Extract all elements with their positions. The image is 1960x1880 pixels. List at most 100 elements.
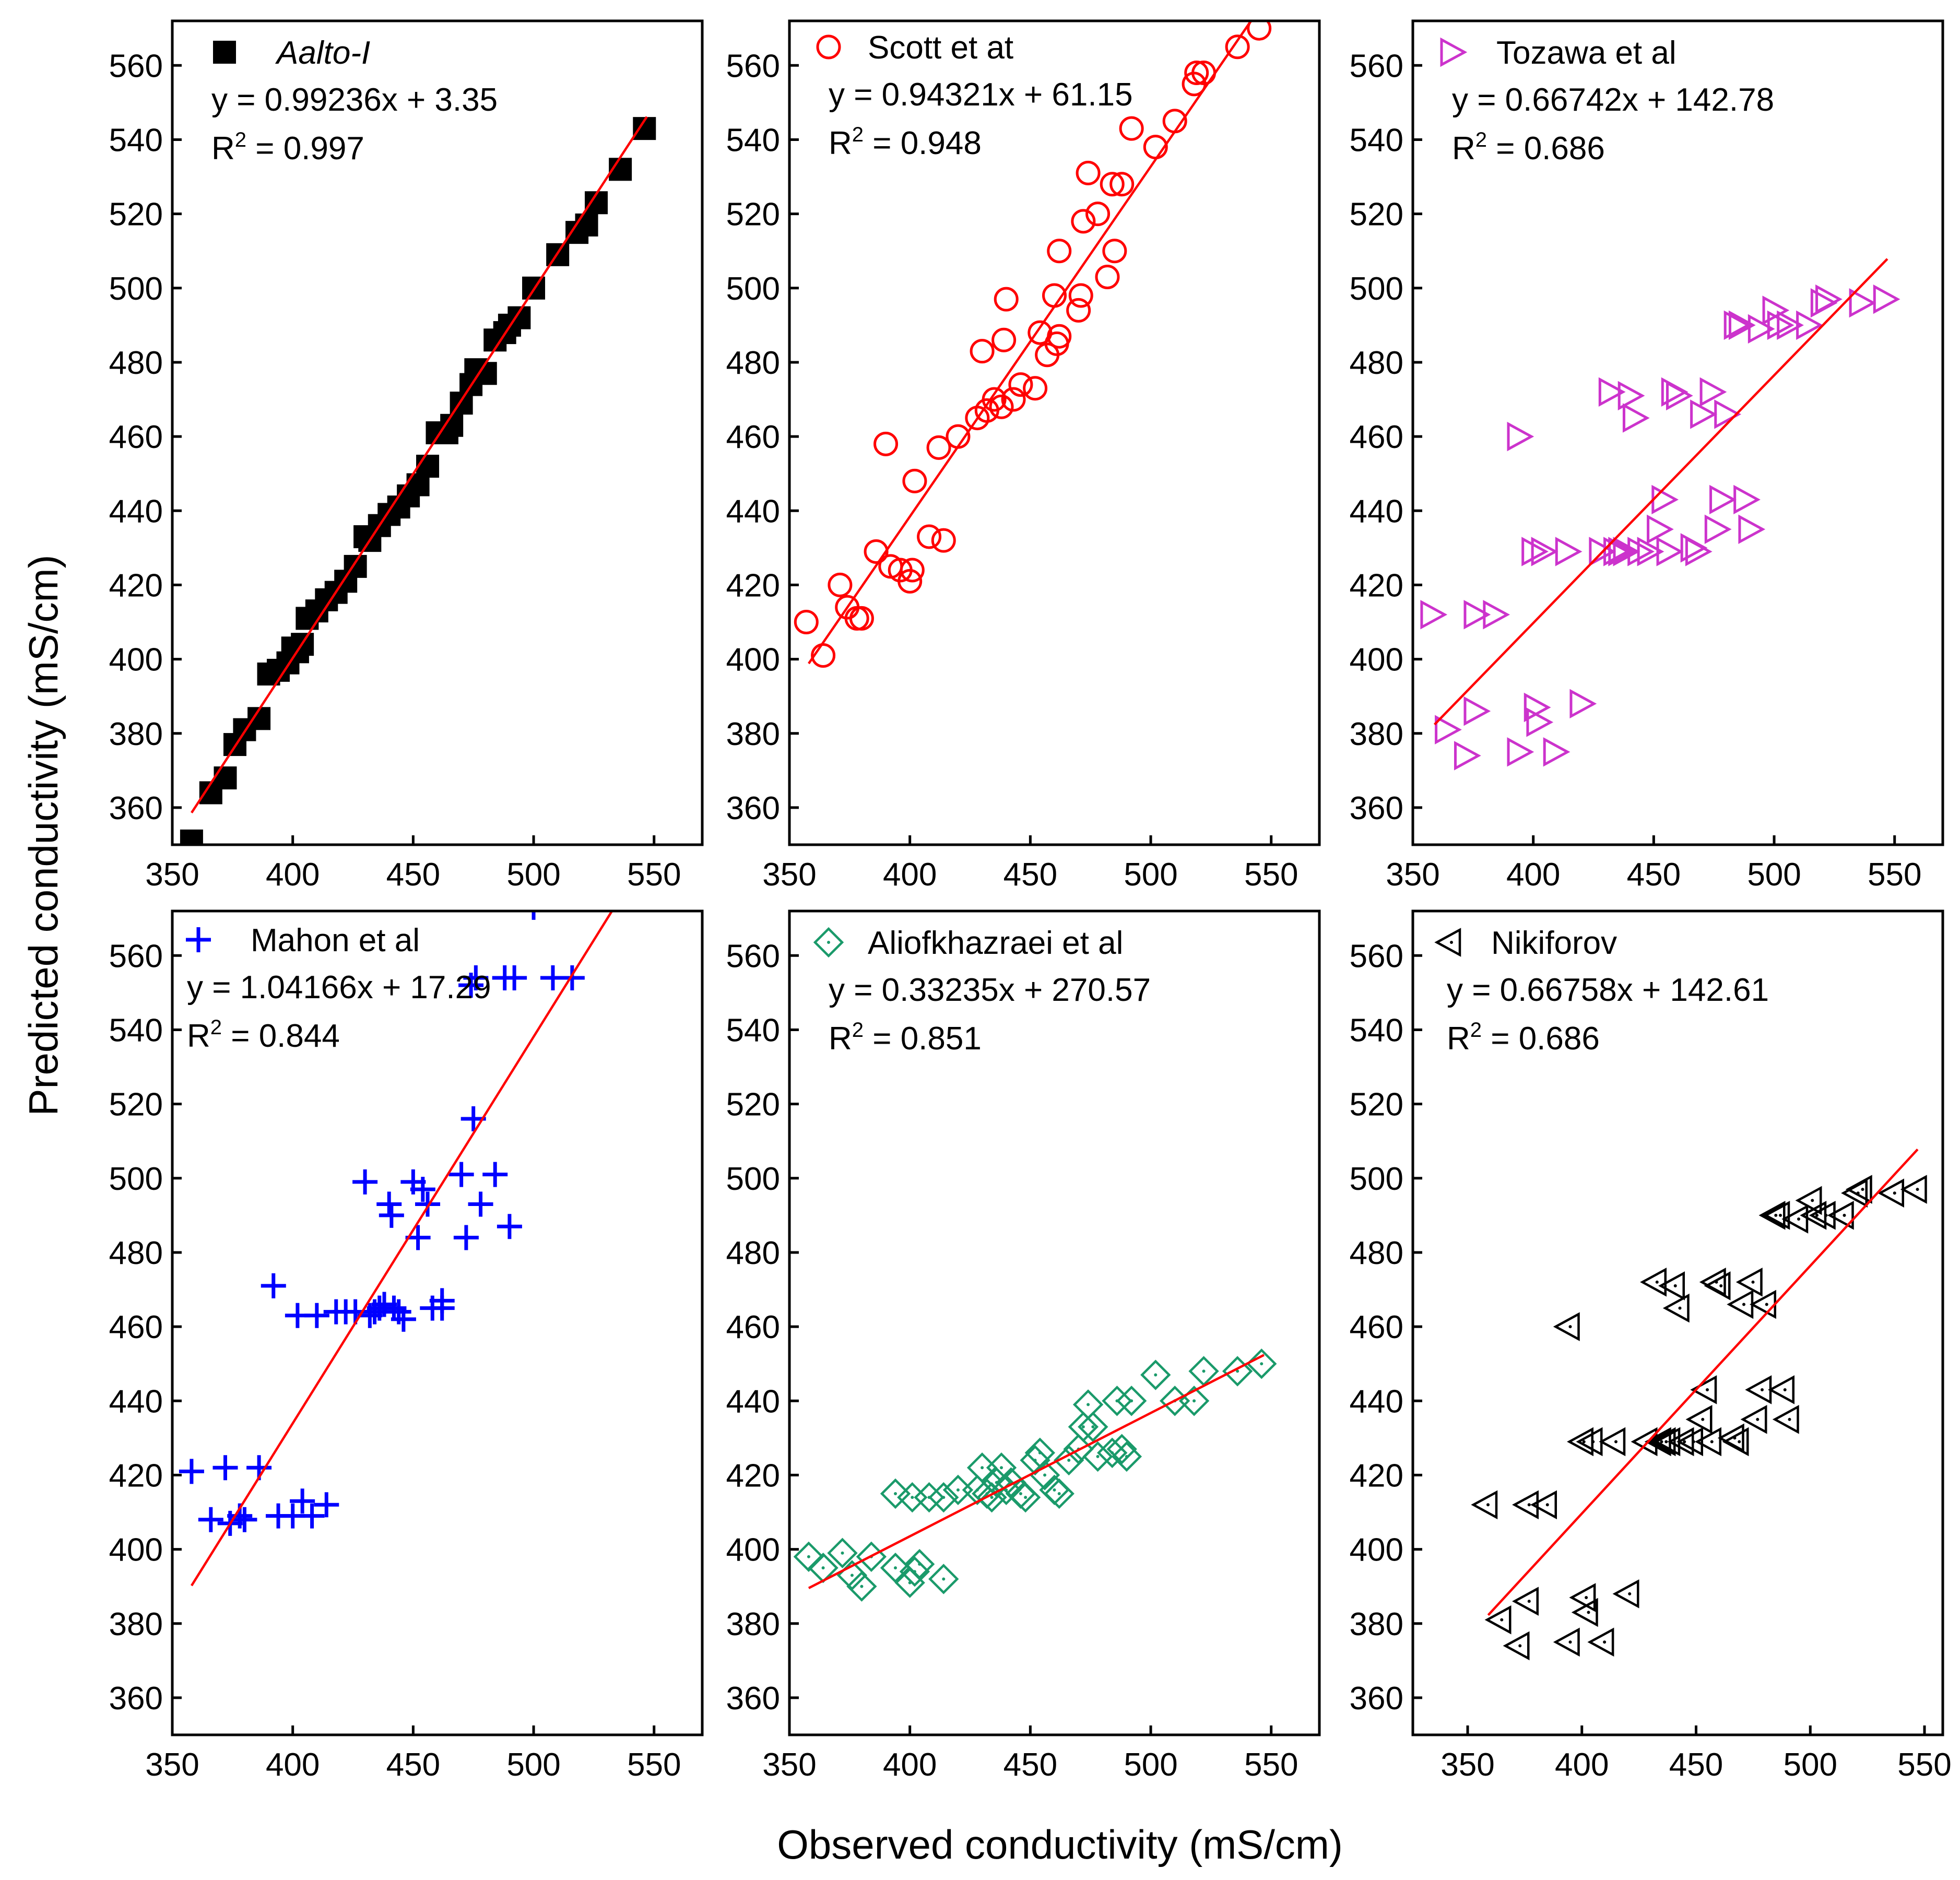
marker-dot — [1738, 1440, 1741, 1444]
legend-marker — [1440, 37, 1468, 67]
data-point — [1796, 310, 1823, 340]
marker-dot — [1585, 1596, 1588, 1599]
data-point — [894, 1567, 925, 1598]
y-tick-label: 480 — [1350, 345, 1403, 381]
marker-outline — [1695, 1427, 1721, 1457]
marker-outline — [1503, 1631, 1530, 1661]
marker-dot — [1655, 1280, 1659, 1284]
marker-dot — [1673, 1284, 1677, 1287]
data-point — [846, 1571, 877, 1602]
y-tick-label: 520 — [1350, 1087, 1403, 1123]
y-tick-label: 460 — [109, 1309, 163, 1345]
marker-dot — [850, 1574, 854, 1577]
marker-outline — [1222, 1356, 1253, 1387]
data-point — [991, 327, 1017, 352]
data-point — [1709, 484, 1737, 515]
data-point — [502, 965, 527, 990]
plot-frame — [788, 19, 1321, 846]
data-point — [1085, 202, 1111, 227]
r-squared-value: = 0.686 — [1482, 1021, 1600, 1057]
data-point — [376, 1191, 402, 1217]
marker-outline — [1727, 1290, 1754, 1319]
x-tick-label: 500 — [1747, 857, 1801, 893]
data-point — [1617, 381, 1645, 411]
marker-outline — [846, 1571, 877, 1602]
marker-dot — [1202, 1369, 1206, 1373]
data-point — [1071, 209, 1096, 234]
marker-dot — [1861, 1188, 1864, 1191]
data-point — [904, 1548, 935, 1580]
marker-dot — [1587, 1611, 1590, 1614]
data-point — [1647, 514, 1674, 545]
marker-outline — [813, 927, 844, 958]
x-tick-label: 350 — [762, 1747, 816, 1783]
plot-frame — [171, 19, 704, 846]
r-squared-symbol: R — [187, 1018, 210, 1054]
legend-label: Scott et at — [868, 30, 1013, 66]
data-point — [1047, 239, 1072, 264]
marker-dot — [1893, 1191, 1896, 1195]
data-point — [1066, 298, 1091, 323]
y-tick-label: 420 — [726, 1458, 780, 1494]
y-tick-label: 540 — [109, 122, 163, 158]
y-tick-label: 520 — [109, 197, 163, 233]
marker-dot — [1527, 1503, 1531, 1507]
y-tick-label: 360 — [1350, 1681, 1403, 1717]
data-point — [1078, 1411, 1108, 1442]
data-point — [1815, 284, 1843, 314]
data-point — [352, 1169, 378, 1195]
marker-outline — [1512, 1587, 1539, 1616]
data-point — [1608, 537, 1635, 566]
data-point — [1768, 1375, 1794, 1404]
data-point — [1503, 1631, 1530, 1661]
y-tick-label: 400 — [1350, 1532, 1403, 1568]
marker-dot — [1761, 1388, 1764, 1391]
data-point — [1651, 484, 1679, 515]
x-tick-label: 500 — [506, 857, 560, 893]
marker-outline — [1658, 1271, 1685, 1300]
data-point — [1008, 372, 1033, 397]
data-points — [1471, 1175, 1927, 1661]
marker-outline — [1553, 1312, 1580, 1341]
data-point — [453, 1225, 479, 1250]
data-point — [898, 569, 923, 594]
y-tick-label: 540 — [1350, 122, 1403, 158]
y-tick-label: 540 — [726, 1012, 780, 1048]
marker-dot — [1843, 1213, 1846, 1217]
marker-outline — [1082, 1441, 1113, 1472]
data-point — [448, 1162, 474, 1187]
legend-marker — [213, 41, 236, 64]
data-point — [1662, 1293, 1690, 1323]
marker-dot — [1756, 1417, 1760, 1421]
data-point — [928, 1564, 959, 1594]
y-tick-label: 360 — [109, 1681, 163, 1717]
marker-dot — [981, 1466, 984, 1470]
x-tick-label: 550 — [1244, 1747, 1298, 1783]
marker-dot — [860, 1585, 864, 1588]
marker-dot — [1057, 1492, 1061, 1495]
chart-panel-3: 350 400 450 500 550 360 380 400 420 440 460 480 500 5… — [1350, 19, 1944, 893]
chart-panels: 350 400 450 500 550 360 380 400 420 440 460 480 500 5… — [109, 19, 1952, 1783]
data-point — [827, 1538, 858, 1568]
y-tick-label: 480 — [1350, 1235, 1403, 1271]
y-tick-label: 400 — [109, 642, 163, 678]
marker-outline — [1599, 1427, 1626, 1457]
marker-outline — [1745, 1375, 1772, 1404]
legend-marker — [1434, 928, 1461, 957]
y-tick-label: 440 — [109, 1384, 163, 1420]
equation-label: y = 0.94321x + 61.15 — [829, 77, 1133, 113]
x-tick-label: 400 — [1506, 857, 1560, 893]
data-point — [1010, 1482, 1041, 1513]
data-point — [793, 1541, 824, 1572]
marker-outline — [1878, 1178, 1904, 1208]
x-tick-label: 400 — [1555, 1747, 1609, 1783]
data-point — [849, 606, 874, 631]
data-point — [1748, 314, 1775, 344]
data-point — [1849, 288, 1876, 318]
data-point — [1553, 1627, 1580, 1657]
data-point — [1471, 1490, 1498, 1520]
marker-dot — [1824, 1213, 1828, 1217]
y-tick-label: 380 — [1350, 1606, 1403, 1642]
data-point — [214, 766, 237, 790]
r-squared-label: R2 = 0.686 — [1447, 1019, 1600, 1057]
